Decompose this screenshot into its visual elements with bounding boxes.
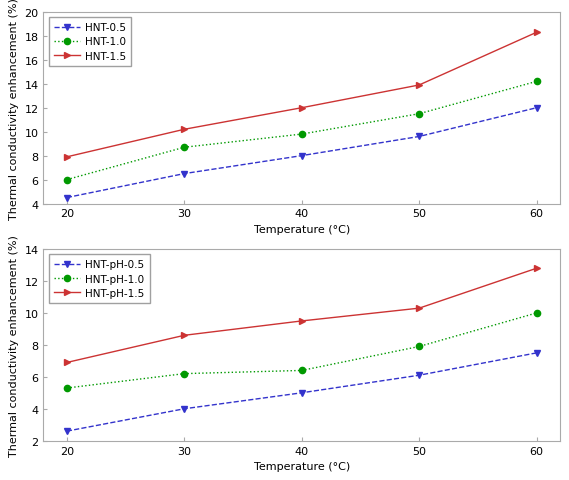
HNT-pH-0.5 <box>298 390 305 396</box>
HNT-1.5 <box>64 155 71 160</box>
Y-axis label: Thermal conductivity enhancement (%): Thermal conductivity enhancement (%) <box>9 0 19 219</box>
HNT-pH-0.5 <box>64 428 71 434</box>
HNT-pH-1.0 <box>416 344 423 349</box>
HNT-pH-1.5 <box>416 306 423 312</box>
HNT-1.5 <box>181 127 188 133</box>
Y-axis label: Thermal conductivity enhancement (%): Thermal conductivity enhancement (%) <box>9 234 19 456</box>
HNT-1.5 <box>533 30 540 36</box>
HNT-1.5 <box>416 83 423 89</box>
HNT-1.0 <box>181 145 188 151</box>
HNT-0.5 <box>64 195 71 201</box>
HNT-pH-0.5 <box>416 372 423 378</box>
HNT-0.5 <box>533 106 540 111</box>
HNT-1.0 <box>64 177 71 183</box>
HNT-0.5 <box>416 134 423 140</box>
HNT-0.5 <box>298 154 305 159</box>
HNT-pH-1.5 <box>64 360 71 366</box>
Line: HNT-pH-1.0: HNT-pH-1.0 <box>64 310 540 391</box>
HNT-pH-1.0 <box>64 385 71 391</box>
Line: HNT-1.0: HNT-1.0 <box>64 79 540 183</box>
HNT-1.0 <box>298 132 305 138</box>
HNT-pH-1.0 <box>181 371 188 377</box>
Line: HNT-1.5: HNT-1.5 <box>64 30 540 161</box>
HNT-pH-1.5 <box>533 266 540 272</box>
X-axis label: Temperature (°C): Temperature (°C) <box>254 461 350 471</box>
Line: HNT-pH-0.5: HNT-pH-0.5 <box>64 350 540 434</box>
Line: HNT-pH-1.5: HNT-pH-1.5 <box>64 265 540 366</box>
HNT-1.5 <box>298 106 305 111</box>
Legend: HNT-0.5, HNT-1.0, HNT-1.5: HNT-0.5, HNT-1.0, HNT-1.5 <box>48 18 131 67</box>
HNT-pH-0.5 <box>181 406 188 412</box>
HNT-pH-1.5 <box>181 333 188 338</box>
Legend: HNT-pH-0.5, HNT-pH-1.0, HNT-pH-1.5: HNT-pH-0.5, HNT-pH-1.0, HNT-pH-1.5 <box>48 255 150 303</box>
HNT-pH-1.0 <box>533 311 540 316</box>
HNT-1.0 <box>416 111 423 117</box>
HNT-1.0 <box>533 79 540 85</box>
X-axis label: Temperature (°C): Temperature (°C) <box>254 225 350 234</box>
HNT-pH-1.0 <box>298 368 305 373</box>
HNT-pH-0.5 <box>533 350 540 356</box>
HNT-pH-1.5 <box>298 318 305 324</box>
Line: HNT-0.5: HNT-0.5 <box>64 106 540 201</box>
HNT-0.5 <box>181 171 188 177</box>
